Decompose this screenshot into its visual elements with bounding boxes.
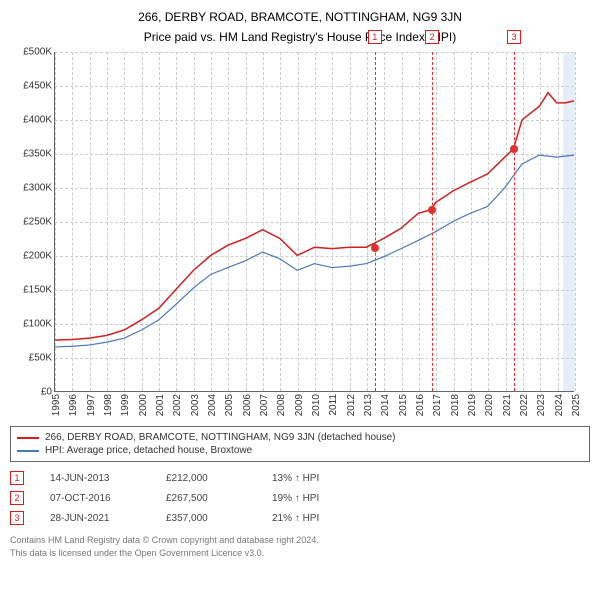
legend-item: 266, DERBY ROAD, BRAMCOTE, NOTTINGHAM, N… (17, 431, 583, 444)
x-tick-label: 2006 (242, 394, 253, 416)
x-tick-label: 2020 (484, 394, 495, 416)
x-tick-label: 2025 (571, 394, 582, 416)
sale-marker-icon: 3 (10, 511, 24, 525)
title-block: 266, DERBY ROAD, BRAMCOTE, NOTTINGHAM, N… (10, 8, 590, 46)
sale-marker-line (514, 52, 515, 391)
sale-dot-icon (510, 145, 518, 153)
table-row: 3 28-JUN-2021 £357,000 21% ↑ HPI (10, 508, 590, 528)
sale-date: 07-OCT-2016 (50, 493, 140, 504)
x-tick-label: 1995 (51, 394, 62, 416)
x-tick-label: 2023 (536, 394, 547, 416)
legend-swatch-icon (17, 450, 39, 452)
y-tick-label: £400K (23, 115, 52, 126)
x-tick-label: 2005 (224, 394, 235, 416)
y-tick-label: £100K (23, 319, 52, 330)
x-tick-label: 2014 (380, 394, 391, 416)
y-tick-label: £300K (23, 183, 52, 194)
y-tick-label: £500K (23, 47, 52, 58)
sale-dot-icon (371, 244, 379, 252)
y-tick-label: £50K (29, 353, 52, 364)
x-tick-label: 2009 (294, 394, 305, 416)
x-tick-label: 1999 (120, 394, 131, 416)
legend-label: 266, DERBY ROAD, BRAMCOTE, NOTTINGHAM, N… (45, 432, 395, 443)
x-tick-label: 2021 (502, 394, 513, 416)
footer-line: Contains HM Land Registry data © Crown c… (10, 534, 590, 547)
sale-marker-icon: 1 (10, 471, 24, 485)
y-tick-label: £450K (23, 81, 52, 92)
sale-price: £212,000 (166, 473, 246, 484)
x-tick-label: 1998 (103, 394, 114, 416)
x-tick-label: 2002 (172, 394, 183, 416)
chart-container: 266, DERBY ROAD, BRAMCOTE, NOTTINGHAM, N… (0, 0, 600, 590)
footer-line: This data is licensed under the Open Gov… (10, 547, 590, 560)
sale-date: 14-JUN-2013 (50, 473, 140, 484)
sale-date: 28-JUN-2021 (50, 513, 140, 524)
plot-area: 123 (54, 52, 574, 392)
y-tick-label: £150K (23, 285, 52, 296)
sale-pct: 13% ↑ HPI (272, 473, 319, 484)
x-tick-label: 2011 (328, 394, 339, 416)
legend-item: HPI: Average price, detached house, Brox… (17, 444, 583, 457)
sale-dot-icon (428, 206, 436, 214)
table-row: 2 07-OCT-2016 £267,500 19% ↑ HPI (10, 488, 590, 508)
x-tick-label: 2013 (363, 394, 374, 416)
sale-price: £267,500 (166, 493, 246, 504)
chart-title: 266, DERBY ROAD, BRAMCOTE, NOTTINGHAM, N… (10, 8, 590, 26)
x-tick-label: 2015 (398, 394, 409, 416)
sale-marker-line (432, 52, 433, 391)
legend: 266, DERBY ROAD, BRAMCOTE, NOTTINGHAM, N… (10, 426, 590, 462)
x-tick-label: 2016 (415, 394, 426, 416)
x-tick-label: 2024 (554, 394, 565, 416)
x-tick-label: 2019 (467, 394, 478, 416)
x-tick-label: 1997 (86, 394, 97, 416)
legend-swatch-icon (17, 437, 39, 439)
x-tick-label: 2010 (311, 394, 322, 416)
chart-area: £0£50K£100K£150K£200K£250K£300K£350K£400… (10, 52, 580, 422)
sale-marker-icon: 1 (368, 30, 382, 44)
sales-table: 1 14-JUN-2013 £212,000 13% ↑ HPI 2 07-OC… (10, 468, 590, 528)
x-tick-label: 2007 (259, 394, 270, 416)
sale-marker-icon: 2 (10, 491, 24, 505)
chart-subtitle: Price paid vs. HM Land Registry's House … (10, 28, 590, 46)
line-layer (55, 52, 574, 391)
x-axis: 1995 1996 1997 1998 1999 2000 2001 2002 2003 2004… (54, 392, 574, 422)
x-tick-label: 2018 (450, 394, 461, 416)
sale-marker-line (375, 52, 376, 391)
sale-pct: 19% ↑ HPI (272, 493, 319, 504)
table-row: 1 14-JUN-2013 £212,000 13% ↑ HPI (10, 468, 590, 488)
sale-pct: 21% ↑ HPI (272, 513, 319, 524)
x-tick-label: 2008 (276, 394, 287, 416)
x-tick-label: 2000 (138, 394, 149, 416)
x-tick-label: 1996 (68, 394, 79, 416)
x-tick-label: 2001 (155, 394, 166, 416)
series-line (55, 93, 574, 340)
sale-marker-icon: 2 (425, 30, 439, 44)
sale-marker-icon: 3 (507, 30, 521, 44)
y-tick-label: £250K (23, 217, 52, 228)
x-tick-label: 2012 (346, 394, 357, 416)
y-tick-label: £350K (23, 149, 52, 160)
y-tick-label: £200K (23, 251, 52, 262)
attribution-footer: Contains HM Land Registry data © Crown c… (10, 534, 590, 559)
series-line (55, 155, 574, 347)
y-axis: £0£50K£100K£150K£200K£250K£300K£350K£400… (10, 52, 54, 392)
x-tick-label: 2003 (190, 394, 201, 416)
gridline (575, 52, 576, 391)
x-tick-label: 2004 (207, 394, 218, 416)
legend-label: HPI: Average price, detached house, Brox… (45, 445, 252, 456)
sale-price: £357,000 (166, 513, 246, 524)
x-tick-label: 2017 (432, 394, 443, 416)
x-tick-label: 2022 (519, 394, 530, 416)
